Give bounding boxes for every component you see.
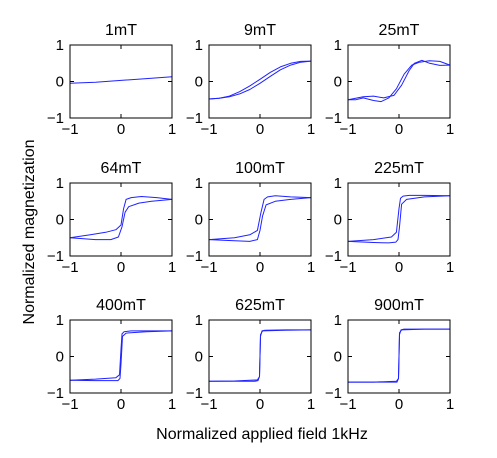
y-tick-label: 1 bbox=[56, 175, 64, 192]
x-tick-label: 1 bbox=[168, 396, 176, 413]
x-tick-label: 1 bbox=[446, 259, 454, 276]
series-line-1 bbox=[348, 328, 450, 383]
y-tick-label: 0 bbox=[195, 74, 203, 91]
panel-9mT: 9mT −1 0 1 −1 0 1 bbox=[186, 22, 315, 138]
y-tick-label: −1 bbox=[325, 248, 342, 265]
x-tick-label: 0 bbox=[117, 396, 125, 413]
series-line-0 bbox=[208, 60, 312, 100]
x-tick-label: 1 bbox=[307, 396, 315, 413]
panel-1mT: 1mT −1 0 1 −1 0 1 bbox=[47, 22, 176, 138]
y-tick-label: 0 bbox=[56, 74, 64, 91]
x-tick-label: −1 bbox=[339, 259, 356, 276]
panel-title: 9mT bbox=[244, 22, 276, 39]
panel-title: 64mT bbox=[101, 160, 142, 177]
y-tick-label: 1 bbox=[56, 37, 64, 54]
axes-frame bbox=[69, 44, 173, 119]
panel-grid: 1mT −1 0 1 −1 0 1 9mT −1 0 1 −1 0 1 25mT −1 0 1 −1 0 1 64mT −1… bbox=[47, 22, 454, 413]
y-tick-label: −1 bbox=[186, 385, 203, 402]
x-tick-label: 1 bbox=[307, 121, 315, 138]
y-tick-label: 0 bbox=[195, 349, 203, 366]
x-axis-label: Normalized applied field 1kHz bbox=[156, 426, 368, 443]
axes-frame bbox=[69, 182, 173, 257]
y-tick-label: 1 bbox=[195, 37, 203, 54]
y-tick-label: −1 bbox=[47, 248, 64, 265]
panel-title: 25mT bbox=[379, 22, 420, 39]
series-line-0 bbox=[69, 330, 172, 381]
panel-900mT: 900mT −1 0 1 −1 0 1 bbox=[325, 297, 454, 413]
axes-frame bbox=[347, 182, 451, 257]
series-line-0 bbox=[69, 76, 173, 84]
x-tick-label: 1 bbox=[446, 121, 454, 138]
x-tick-label: −1 bbox=[339, 396, 356, 413]
panel-225mT: 225mT −1 0 1 −1 0 1 bbox=[325, 160, 454, 276]
x-tick-label: 0 bbox=[395, 396, 403, 413]
y-tick-label: 0 bbox=[334, 212, 342, 229]
y-tick-label: 1 bbox=[334, 175, 342, 192]
panel-title: 100mT bbox=[235, 160, 285, 177]
y-tick-label: 1 bbox=[195, 175, 203, 192]
series-line-1 bbox=[69, 330, 173, 382]
x-tick-label: 0 bbox=[256, 121, 264, 138]
x-tick-label: −1 bbox=[61, 121, 78, 138]
y-tick-label: 0 bbox=[334, 74, 342, 91]
y-tick-label: −1 bbox=[47, 385, 64, 402]
x-tick-label: −1 bbox=[61, 396, 78, 413]
series-line-0 bbox=[347, 59, 451, 101]
series-line-0 bbox=[208, 195, 312, 241]
y-tick-label: 1 bbox=[334, 37, 342, 54]
series-line-1 bbox=[208, 60, 312, 100]
panel-title: 1mT bbox=[105, 22, 137, 39]
panel-title: 225mT bbox=[374, 160, 424, 177]
y-tick-label: 0 bbox=[334, 349, 342, 366]
panel-64mT: 64mT −1 0 1 −1 0 1 bbox=[47, 160, 176, 276]
series-line-1 bbox=[347, 195, 451, 244]
x-tick-label: −1 bbox=[200, 259, 217, 276]
x-tick-label: 0 bbox=[256, 396, 264, 413]
series-line-1 bbox=[209, 329, 312, 382]
y-tick-label: 0 bbox=[56, 349, 64, 366]
panel-625mT: 625mT −1 0 1 −1 0 1 bbox=[186, 297, 315, 413]
x-tick-label: 0 bbox=[395, 259, 403, 276]
series-line-0 bbox=[69, 196, 173, 239]
x-tick-label: 1 bbox=[307, 259, 315, 276]
panel-title: 400mT bbox=[96, 297, 146, 314]
x-tick-label: 1 bbox=[168, 121, 176, 138]
y-tick-label: 1 bbox=[56, 312, 64, 329]
y-tick-label: 0 bbox=[195, 212, 203, 229]
panel-25mT: 25mT −1 0 1 −1 0 1 bbox=[325, 22, 454, 138]
axes-frame bbox=[347, 44, 451, 119]
series-line-1 bbox=[348, 60, 451, 103]
x-tick-label: 0 bbox=[117, 259, 125, 276]
y-tick-label: 1 bbox=[334, 312, 342, 329]
x-tick-label: 0 bbox=[256, 259, 264, 276]
axes-frame bbox=[208, 44, 312, 119]
series-line-1 bbox=[208, 197, 312, 242]
y-tick-label: −1 bbox=[47, 110, 64, 127]
x-tick-label: −1 bbox=[200, 396, 217, 413]
x-tick-label: 1 bbox=[168, 259, 176, 276]
x-tick-label: −1 bbox=[339, 121, 356, 138]
y-tick-label: −1 bbox=[325, 385, 342, 402]
x-tick-label: 0 bbox=[395, 121, 403, 138]
y-tick-label: −1 bbox=[325, 110, 342, 127]
x-tick-label: 0 bbox=[117, 121, 125, 138]
y-tick-label: 0 bbox=[56, 212, 64, 229]
y-tick-label: −1 bbox=[186, 110, 203, 127]
x-tick-label: 1 bbox=[446, 396, 454, 413]
panel-title: 625mT bbox=[235, 297, 285, 314]
y-tick-label: 1 bbox=[195, 312, 203, 329]
series-line-1 bbox=[69, 198, 173, 241]
series-line-0 bbox=[347, 194, 451, 242]
panel-100mT: 100mT −1 0 1 −1 0 1 bbox=[186, 160, 315, 276]
y-axis-label: Normalized magnetization bbox=[21, 140, 38, 325]
x-tick-label: −1 bbox=[61, 259, 78, 276]
y-tick-label: −1 bbox=[186, 248, 203, 265]
panel-title: 900mT bbox=[374, 297, 424, 314]
panel-400mT: 400mT −1 0 1 −1 0 1 bbox=[47, 297, 176, 413]
x-tick-label: −1 bbox=[200, 121, 217, 138]
